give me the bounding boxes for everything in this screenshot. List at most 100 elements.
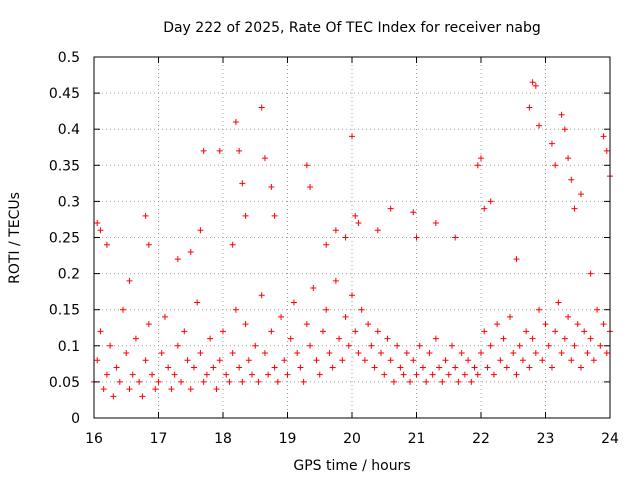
data-point: [342, 313, 349, 320]
data-point: [187, 248, 194, 255]
x-tick-label: 17: [150, 431, 168, 447]
data-point: [284, 371, 291, 378]
data-point: [216, 147, 223, 154]
data-point: [236, 364, 243, 371]
data-point: [100, 386, 107, 393]
data-point: [329, 364, 336, 371]
data-point: [558, 111, 565, 118]
data-point: [323, 241, 330, 248]
data-point: [265, 371, 272, 378]
data-point: [536, 122, 543, 129]
data-point: [339, 357, 346, 364]
data-point: [484, 364, 491, 371]
data-point: [577, 191, 584, 198]
data-point: [97, 227, 104, 234]
y-tick-label: 0.3: [58, 194, 80, 210]
data-point: [242, 212, 249, 219]
data-point: [503, 364, 510, 371]
x-tick-label: 22: [472, 431, 490, 447]
data-point: [349, 133, 355, 140]
data-point: [574, 321, 581, 328]
data-point: [268, 183, 275, 190]
data-point: [239, 180, 246, 187]
data-point: [571, 342, 578, 349]
data-point: [281, 357, 288, 364]
data-point: [239, 378, 246, 385]
data-point: [407, 378, 414, 385]
data-point: [490, 371, 497, 378]
data-point: [594, 306, 601, 313]
data-point: [274, 378, 281, 385]
data-point: [158, 350, 165, 357]
data-point: [471, 364, 478, 371]
data-point: [181, 328, 188, 335]
data-point: [413, 371, 420, 378]
y-tick-label: 0.2: [58, 267, 80, 283]
y-tick-labels: 0 0.05 0.1 0.15 0.2 0.25 0.3 0.35 0.4 0.45 0.5: [49, 50, 80, 427]
y-tick-label: 0.15: [49, 303, 80, 319]
data-point: [161, 313, 168, 320]
data-point: [94, 220, 101, 227]
data-point: [336, 335, 343, 342]
data-point: [445, 371, 452, 378]
data-point: [103, 371, 110, 378]
data-point: [432, 335, 439, 342]
data-point: [568, 176, 575, 183]
data-point: [536, 306, 543, 313]
x-tick-label: 20: [343, 431, 361, 447]
y-tick-label: 0.25: [49, 231, 80, 247]
data-point: [226, 378, 233, 385]
data-point: [126, 386, 133, 393]
data-point: [252, 342, 259, 349]
data-point: [410, 357, 417, 364]
data-point: [481, 328, 488, 335]
data-point: [532, 82, 539, 89]
data-point: [310, 285, 317, 292]
data-point: [487, 342, 494, 349]
x-tick-label: 19: [279, 431, 297, 447]
data-point: [587, 270, 594, 277]
data-point: [510, 350, 517, 357]
y-tick-label: 0.35: [49, 158, 80, 174]
x-tick-label: 21: [408, 431, 426, 447]
data-point: [532, 350, 539, 357]
x-tick-label: 24: [601, 431, 619, 447]
data-point: [394, 342, 401, 349]
data-point: [461, 371, 468, 378]
data-point: [271, 212, 278, 219]
data-point: [558, 350, 565, 357]
data-point: [107, 342, 114, 349]
data-point: [200, 378, 207, 385]
data-point: [552, 162, 559, 169]
data-point: [403, 350, 410, 357]
data-point: [184, 357, 191, 364]
data-point: [577, 364, 584, 371]
data-point: [203, 371, 210, 378]
data-point: [568, 357, 575, 364]
data-point: [587, 335, 594, 342]
data-point: [129, 371, 136, 378]
data-point: [261, 350, 268, 357]
data-point: [120, 306, 127, 313]
data-point: [526, 364, 533, 371]
data-point: [123, 350, 130, 357]
data-point: [197, 227, 204, 234]
data-point: [103, 241, 110, 248]
data-point: [487, 198, 494, 205]
x-tick-label: 23: [537, 431, 555, 447]
y-tick-label: 0.5: [58, 50, 80, 66]
data-point: [261, 155, 268, 162]
data-points: [91, 79, 613, 400]
data-point: [358, 306, 365, 313]
data-point: [494, 321, 501, 328]
data-point: [332, 227, 339, 234]
data-point: [565, 155, 572, 162]
data-point: [307, 342, 314, 349]
data-point: [397, 364, 404, 371]
data-point: [152, 386, 159, 393]
data-point: [361, 357, 368, 364]
data-point: [326, 350, 333, 357]
data-point: [426, 350, 433, 357]
data-point: [278, 313, 285, 320]
